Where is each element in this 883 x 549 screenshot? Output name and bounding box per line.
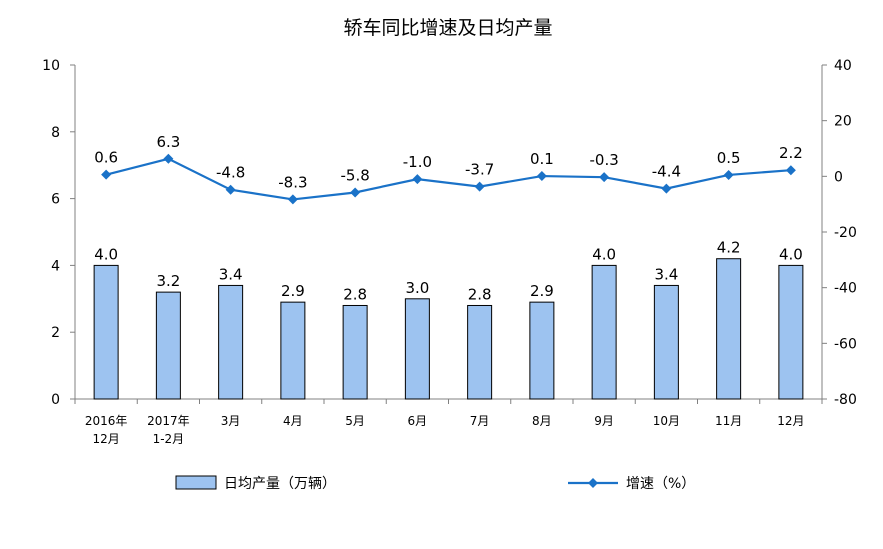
- left-tick-label: 0: [51, 392, 60, 408]
- bar: [155, 291, 181, 400]
- line-series: [101, 153, 796, 205]
- data-labels: 4.0 3.2 3.4 2.9 2.8 3.0 2.8 2.9 4.0 3.4 4.2 4.0 0.6 6…: [94, 133, 803, 304]
- x-tick-label: 8月: [532, 414, 552, 428]
- right-tick-label: -20: [834, 225, 857, 241]
- bar-value-label: 3.2: [156, 272, 180, 290]
- left-tick-label: 2: [51, 325, 60, 341]
- bar: [93, 264, 119, 400]
- bar: [653, 284, 679, 400]
- growth-value-label: 0.1: [530, 150, 554, 168]
- left-tick-label: 4: [51, 258, 60, 274]
- bar: [716, 258, 742, 400]
- x-tick-label: 3月: [221, 414, 241, 428]
- bar: [467, 304, 493, 400]
- x-tick-label: 10月: [653, 414, 680, 428]
- left-tick-label: 6: [51, 192, 60, 208]
- left-tick-label: 8: [51, 125, 60, 141]
- growth-point: [474, 181, 485, 192]
- growth-value-label: -4.8: [216, 164, 245, 182]
- bar-value-label: 4.0: [94, 245, 118, 263]
- legend: 日均产量（万辆） 增速（%）: [175, 475, 695, 492]
- bar: [218, 284, 244, 400]
- growth-point: [599, 172, 610, 183]
- x-tick-label: 7月: [470, 414, 490, 428]
- growth-value-label: -1.0: [403, 153, 432, 171]
- bar-value-label: 2.9: [281, 282, 305, 300]
- right-tick-label: 0: [834, 169, 843, 185]
- bar-value-label: 3.4: [219, 265, 243, 283]
- growth-value-label: -3.7: [465, 161, 494, 179]
- growth-value-label: -4.4: [652, 163, 681, 181]
- growth-value-label: 2.2: [779, 144, 803, 162]
- legend-line-marker: [588, 478, 598, 488]
- bar: [529, 301, 555, 400]
- x-tick-label: 11月: [715, 414, 742, 428]
- x-tick-label: 1-2月: [153, 432, 185, 446]
- chart-title: 轿车同比增速及日均产量: [343, 17, 552, 39]
- growth-point: [287, 194, 298, 205]
- legend-bar-swatch: [175, 475, 217, 490]
- growth-point: [785, 165, 796, 176]
- left-tick-label: 10: [42, 58, 60, 74]
- x-tick-label: 4月: [283, 414, 303, 428]
- x-tick-label: 6月: [408, 414, 428, 428]
- bar-value-label: 4.2: [717, 239, 741, 257]
- right-tick-label: -60: [834, 336, 857, 352]
- growth-value-label: -8.3: [278, 173, 307, 191]
- bar: [778, 264, 804, 400]
- growth-point: [723, 169, 734, 180]
- bar-value-label: 4.0: [779, 245, 803, 263]
- x-tick-label: 9月: [594, 414, 614, 428]
- growth-point: [536, 171, 547, 182]
- growth-value-label: 0.6: [94, 149, 118, 167]
- bar-value-label: 3.0: [405, 279, 429, 297]
- growth-point: [350, 187, 361, 198]
- bar-value-label: 3.4: [654, 265, 678, 283]
- x-tick-label: 12月: [92, 432, 119, 446]
- growth-point: [101, 169, 112, 180]
- bar-value-label: 2.8: [468, 285, 492, 303]
- growth-value-label: 0.5: [717, 149, 741, 167]
- bar: [342, 304, 368, 400]
- bar-value-label: 2.8: [343, 285, 367, 303]
- growth-value-label: -5.8: [340, 166, 369, 184]
- bar: [280, 301, 306, 400]
- axes: 0 2 4 6 8 10 -80 -60 -40 -20 0 20 40 2016年 12月 2017年 1-2…: [42, 58, 857, 446]
- growth-value-label: 6.3: [156, 133, 180, 151]
- right-tick-label: 40: [834, 58, 852, 74]
- growth-point: [661, 183, 672, 194]
- growth-point: [412, 174, 423, 185]
- growth-line: [105, 157, 791, 201]
- x-tick-label: 12月: [777, 414, 804, 428]
- x-tick-label: 2016年: [85, 414, 128, 428]
- bar-series: [93, 258, 804, 400]
- bar: [404, 298, 430, 400]
- right-tick-label: -80: [834, 392, 857, 408]
- x-tick-label: 5月: [345, 414, 365, 428]
- right-tick-label: -40: [834, 281, 857, 297]
- legend-line-label: 增速（%）: [626, 476, 695, 492]
- growth-point: [225, 184, 236, 195]
- right-tick-label: 20: [834, 114, 852, 130]
- bar: [591, 264, 617, 400]
- growth-point: [163, 153, 174, 164]
- bar-value-label: 2.9: [530, 282, 554, 300]
- bar-value-label: 4.0: [592, 245, 616, 263]
- x-tick-label: 2017年: [147, 414, 190, 428]
- growth-value-label: -0.3: [589, 151, 618, 169]
- legend-bar-label: 日均产量（万辆）: [224, 476, 336, 492]
